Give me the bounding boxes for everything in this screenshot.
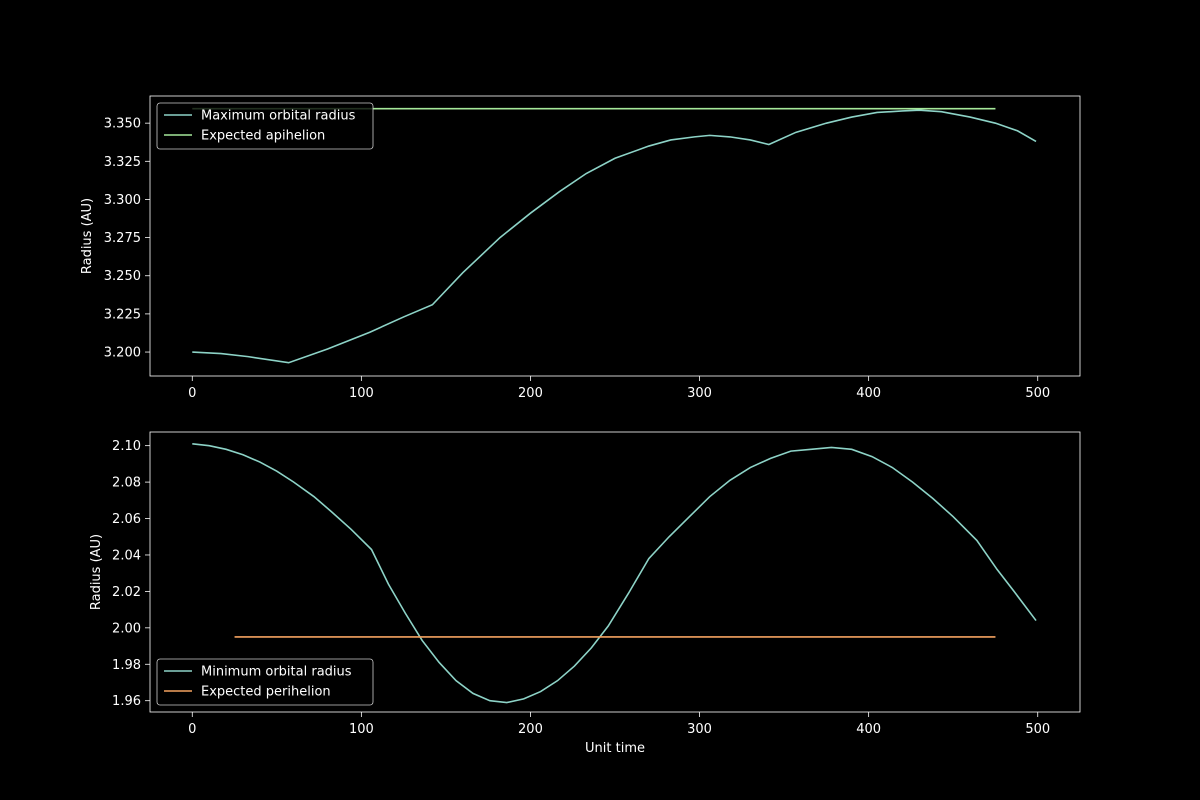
x-tick-label: 400 — [856, 722, 881, 737]
y-tick-label: 2.04 — [112, 548, 141, 563]
y-tick-label: 2.08 — [112, 476, 141, 491]
y-tick-label: 2.10 — [112, 439, 141, 454]
legend-box — [156, 658, 374, 706]
legend: Minimum orbital radius Expected perihelio… — [156, 658, 374, 706]
y-tick-label: 3.275 — [104, 231, 141, 246]
legend-label: Minimum orbital radius — [201, 665, 352, 680]
x-tick-label: 400 — [856, 386, 881, 401]
min-radius-panel: 0 100 200 300 400 500 1.96 1.98 2.00 2.02 2.04 2.06… — [89, 431, 1081, 756]
y-tick-label: 2.00 — [112, 621, 141, 636]
y-axis-label: Radius (AU) — [80, 198, 95, 274]
y-tick-label: 1.98 — [112, 658, 141, 673]
legend: Maximum orbital radius Expected apihelion — [156, 102, 374, 150]
y-axis-label: Radius (AU) — [89, 534, 104, 610]
x-tick-label: 500 — [1025, 722, 1050, 737]
legend-label: Expected perihelion — [201, 685, 331, 700]
x-tick-label: 100 — [349, 386, 374, 401]
y-tick-label: 1.96 — [112, 694, 141, 709]
x-tick-label: 0 — [188, 386, 196, 401]
y-tick-label: 3.225 — [104, 307, 141, 322]
y-tick-label: 2.06 — [112, 512, 141, 527]
y-tick-label: 3.325 — [104, 155, 141, 170]
axes-frame — [149, 95, 1081, 377]
max-radius-panel: 0 100 200 300 400 500 3.200 3.225 3.250 3.275 3.30… — [80, 95, 1081, 401]
x-tick-label: 500 — [1025, 386, 1050, 401]
y-tick-label: 3.200 — [104, 346, 141, 361]
y-tick-label: 2.02 — [112, 585, 141, 600]
axes-frame — [149, 431, 1081, 713]
legend-label: Maximum orbital radius — [201, 109, 356, 124]
series-line-minimum-orbital-radius — [192, 443, 1037, 704]
series-line-maximum-orbital-radius — [192, 109, 1037, 364]
legend-label: Expected apihelion — [201, 129, 325, 144]
y-tick-label: 3.350 — [104, 117, 141, 132]
x-tick-label: 200 — [518, 386, 543, 401]
x-tick-label: 300 — [687, 722, 712, 737]
y-tick-label: 3.250 — [104, 269, 141, 284]
x-axis-label: Unit time — [585, 741, 645, 756]
y-tick-label: 3.300 — [104, 193, 141, 208]
x-tick-label: 100 — [349, 722, 374, 737]
x-tick-label: 300 — [687, 386, 712, 401]
x-tick-label: 0 — [188, 722, 196, 737]
legend-box — [156, 102, 374, 150]
x-tick-label: 200 — [518, 722, 543, 737]
